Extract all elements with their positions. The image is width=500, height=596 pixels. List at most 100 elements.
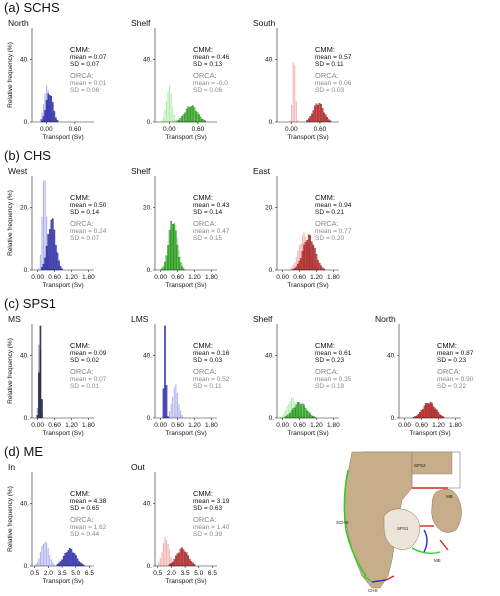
- y-tick-label: 0.: [147, 119, 153, 126]
- bar-cmm: [170, 220, 172, 271]
- map-section-schs: [343, 469, 367, 577]
- panel-b-west: West Relative frequency (%) 0. 20. 0.00 0.60 1…: [7, 166, 107, 289]
- map-label-sps2: SPS2: [414, 463, 426, 468]
- bar-orca: [176, 392, 179, 419]
- bar-cmm: [437, 412, 440, 419]
- x-tick-label: 1.80: [327, 274, 340, 281]
- y-tick-label: 0.: [391, 415, 397, 422]
- bar-orca: [293, 65, 296, 123]
- y-tick-label: 40.: [265, 352, 274, 359]
- cmm-mean: mean = 0.09: [70, 350, 107, 357]
- bar-orca: [34, 563, 37, 567]
- bar-cmm: [431, 403, 433, 419]
- bar-cmm: [61, 559, 63, 567]
- y-tick-label: 0.: [24, 415, 30, 422]
- panel-a-north: North Relative frequency (%) 0. 40. 0.00 0.60…: [7, 18, 107, 141]
- orca-sd: SD = 0.07: [70, 235, 99, 242]
- x-axis-label: Transport (Sv): [42, 282, 83, 289]
- bar-cmm: [59, 561, 62, 567]
- bar-cmm: [62, 555, 65, 567]
- cmm-sd: SD = 0.03: [193, 357, 222, 364]
- bar-cmm: [75, 555, 77, 567]
- bar-cmm: [184, 551, 186, 567]
- y-axis-label: Relative frequency (%): [7, 486, 14, 552]
- bar-orca: [167, 91, 169, 123]
- bar-orca: [173, 387, 176, 419]
- map-section-green: [411, 547, 441, 555]
- orca-header: ORCA:: [70, 219, 94, 228]
- bar-cmm: [78, 561, 80, 567]
- bar-orca: [162, 542, 165, 567]
- map-label-me: ME: [434, 558, 441, 563]
- bar-cmm: [64, 553, 67, 567]
- bar-cmm: [45, 100, 48, 123]
- bar-cmm: [289, 413, 291, 419]
- panel-title: LMS: [131, 314, 149, 324]
- bar-cmm: [42, 264, 45, 271]
- bar-cmm: [53, 229, 56, 271]
- bar-cmm: [173, 223, 176, 271]
- bar-orca: [38, 267, 40, 271]
- map-section-chs-green: [363, 575, 373, 583]
- cmm-sd: SD = 0.07: [70, 61, 99, 68]
- bar-cmm: [304, 407, 307, 419]
- panel-title: North: [8, 18, 29, 28]
- bar-cmm: [42, 116, 45, 123]
- bar-cmm: [301, 251, 304, 271]
- bar-orca: [164, 109, 166, 123]
- bar-cmm: [187, 555, 190, 567]
- bar-orca: [42, 543, 45, 567]
- x-tick-label: 0.5: [153, 570, 162, 577]
- bar-cmm: [290, 410, 293, 419]
- y-axis-label: Relative frequency (%): [7, 338, 14, 404]
- bar-orca: [158, 561, 160, 567]
- bar-cmm: [309, 115, 311, 123]
- bar-cmm: [297, 402, 299, 419]
- orca-mean: mean = 0.90: [437, 376, 474, 383]
- bar-cmm: [286, 415, 288, 419]
- bar-cmm: [190, 561, 193, 567]
- bar-cmm: [171, 561, 174, 567]
- orca-mean: mean = 0.52: [193, 376, 230, 383]
- bar-orca: [39, 254, 42, 271]
- y-tick-label: 0.: [147, 563, 153, 570]
- orca-mean: mean = 0.01: [70, 80, 107, 87]
- y-tick-label: 40.: [265, 56, 274, 63]
- bar-cmm: [320, 265, 322, 271]
- bar-cmm: [318, 262, 321, 271]
- map-section-chs-red: [385, 575, 395, 581]
- x-tick-label: 0.60: [48, 422, 61, 429]
- bar-cmm: [65, 552, 68, 567]
- bar-cmm: [415, 415, 418, 419]
- cmm-header: CMM:: [193, 193, 213, 202]
- bar-cmm: [181, 266, 183, 271]
- y-tick-label: 40.: [387, 352, 396, 359]
- map-sps1-basin: [383, 508, 421, 550]
- y-tick-label: 0.: [269, 267, 275, 274]
- orca-header: ORCA:: [70, 367, 94, 376]
- panel-d-in: In Relative frequency (%) 0. 40. 0.5 2.0 3.5 5.…: [7, 462, 107, 585]
- bar-cmm: [196, 112, 199, 123]
- x-tick-label: 3.5: [58, 570, 67, 577]
- orca-header: ORCA:: [193, 367, 217, 376]
- panel-title: Out: [131, 462, 145, 472]
- bar-orca: [167, 543, 169, 567]
- x-axis-label: Transport (Sv): [165, 578, 206, 585]
- bar-cmm: [304, 242, 307, 271]
- panel-title: MS: [8, 314, 21, 324]
- bar-cmm: [321, 267, 324, 271]
- y-tick-label: 0.: [24, 119, 30, 126]
- bar-orca: [173, 114, 176, 123]
- bar-orca: [179, 410, 182, 419]
- x-axis-label: Transport (Sv): [42, 430, 83, 437]
- bar-orca: [38, 558, 40, 567]
- bar-orca: [170, 93, 172, 123]
- x-tick-label: 2.0: [44, 570, 53, 577]
- bar-cmm: [295, 404, 298, 419]
- x-tick-label: 1.20: [432, 422, 445, 429]
- y-tick-label: 40.: [20, 56, 29, 63]
- bar-cmm: [189, 107, 191, 123]
- section-label-d: (d) ME: [4, 444, 43, 459]
- bar-cmm: [300, 404, 302, 419]
